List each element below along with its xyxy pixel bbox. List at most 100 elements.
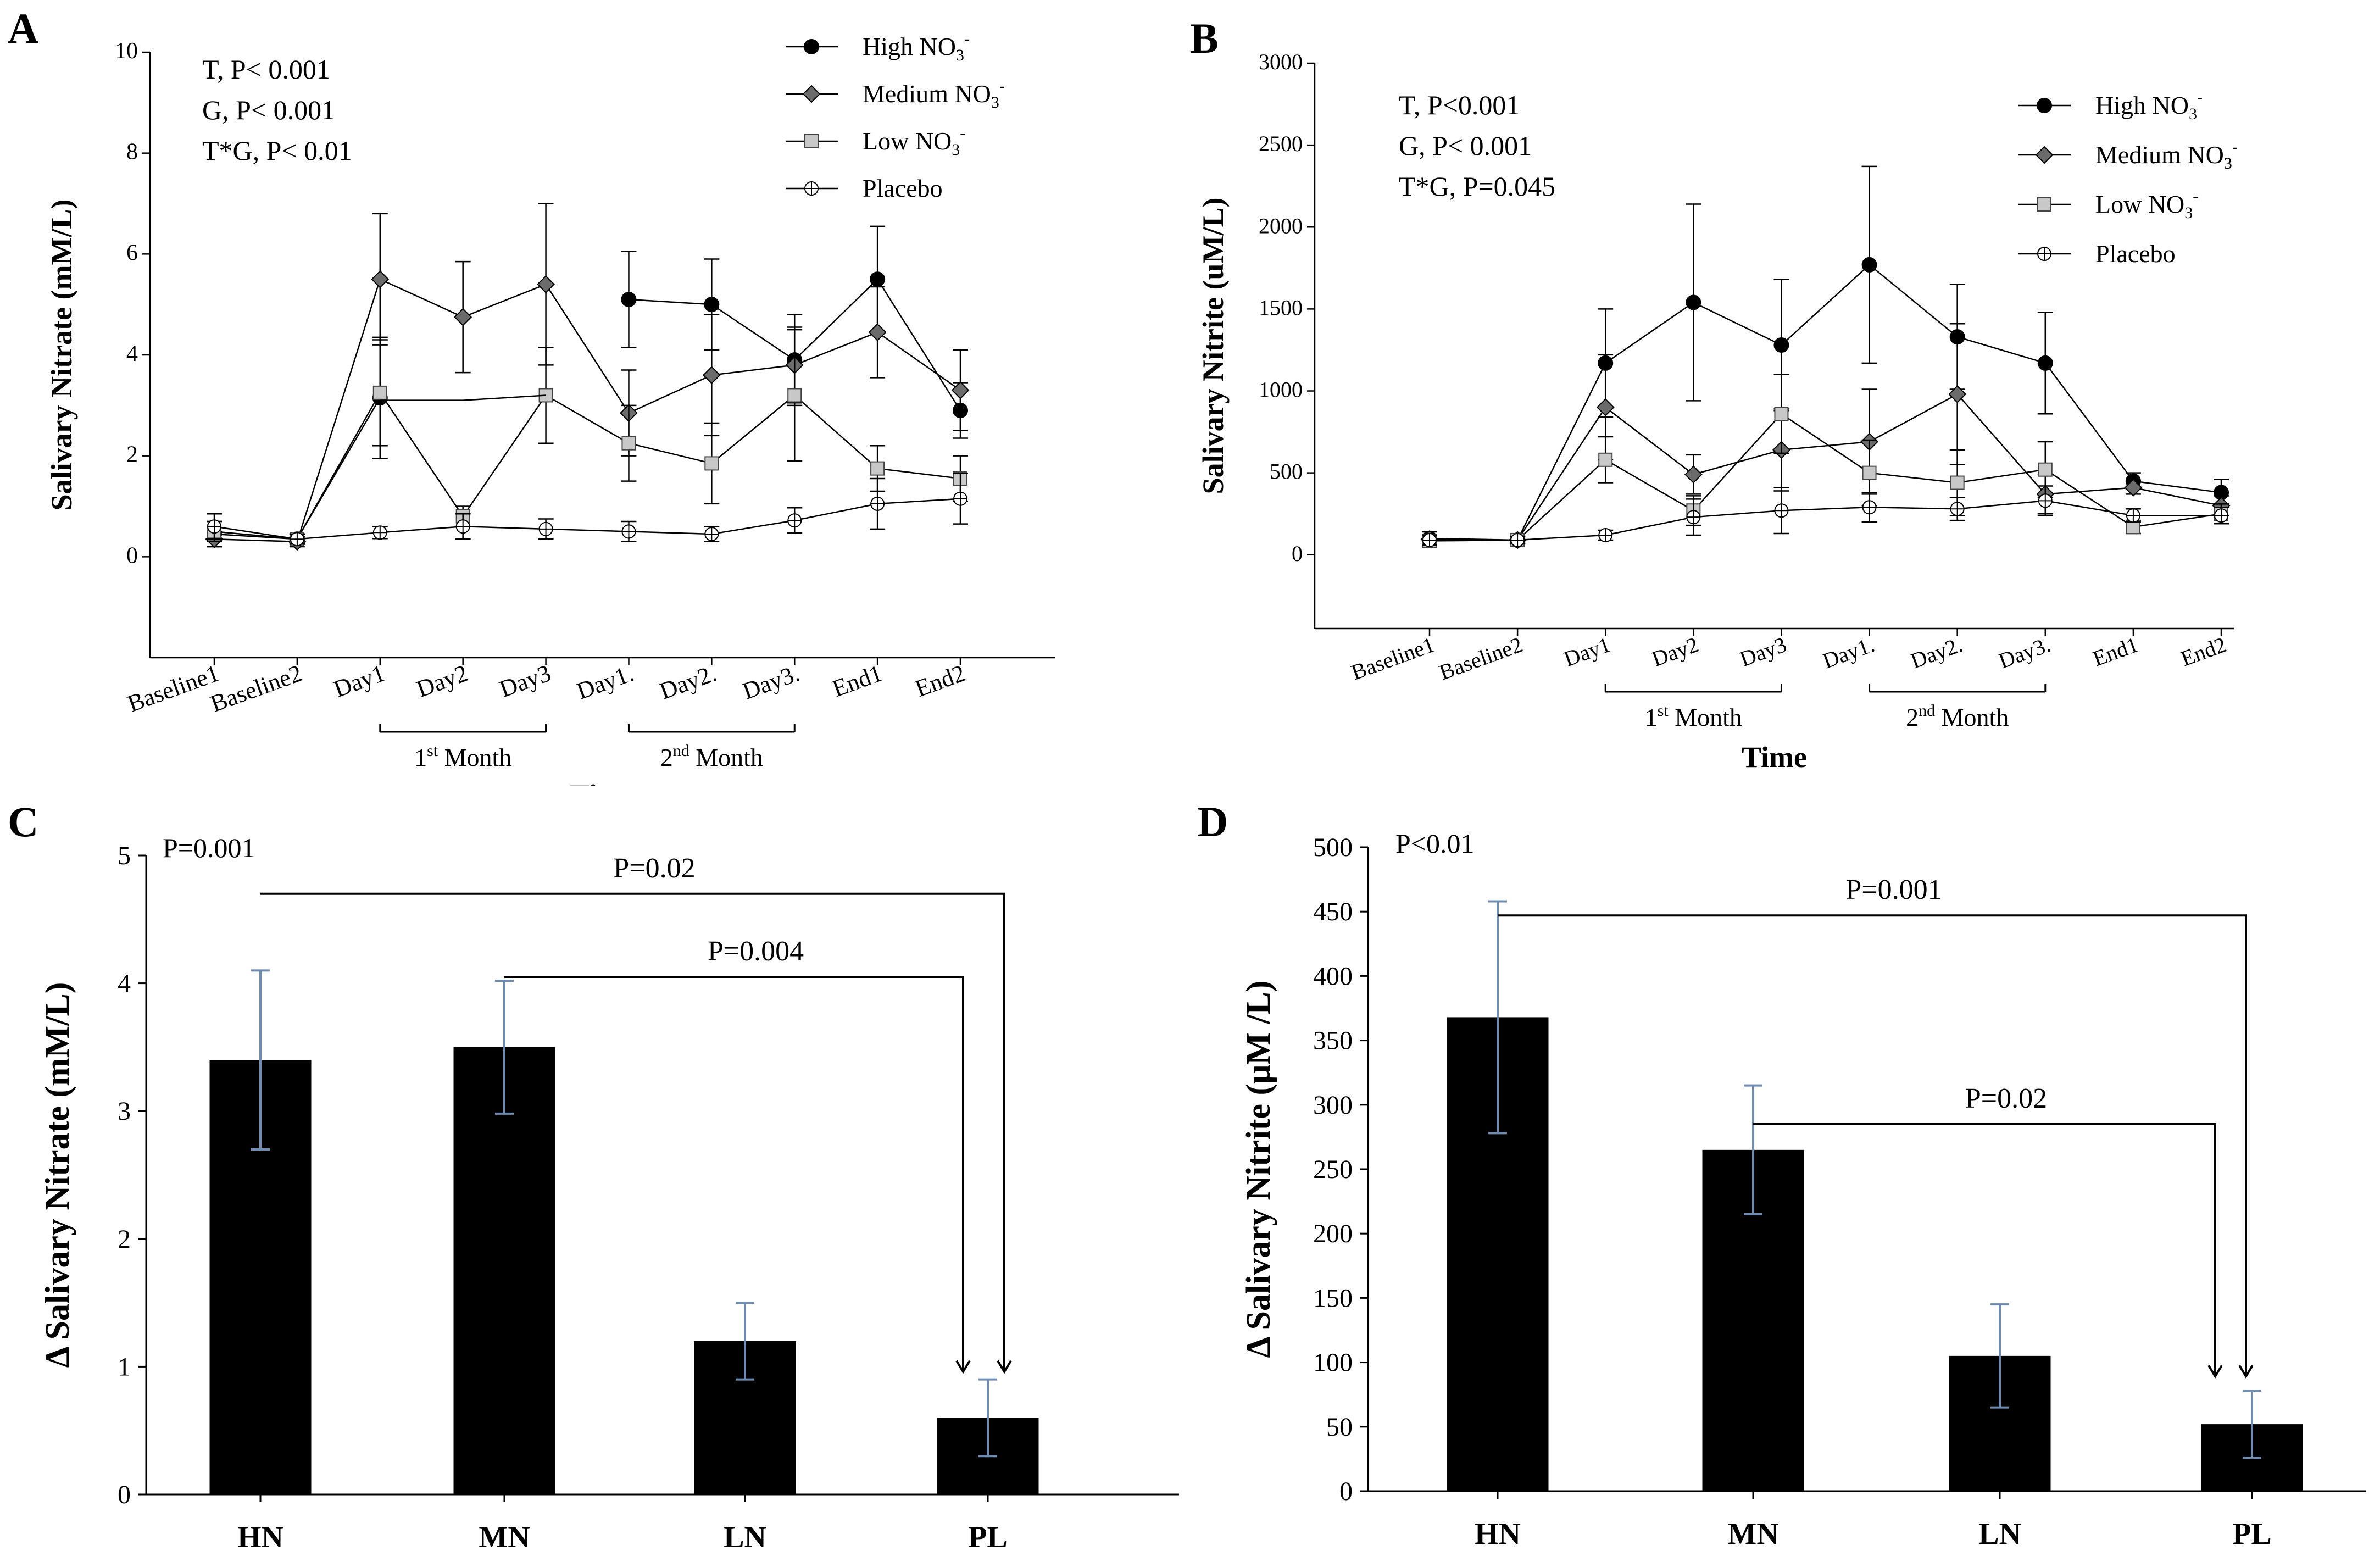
panel-b-legend-entry: High NO3- [2018,88,2203,123]
panel-b-stat-text: T*G, P=0.045 [1399,171,1555,202]
panel-b-data-point [2126,508,2140,523]
panel-b-series-low-no3 [1422,374,2229,548]
panel-b-x-tick-label: Day3. [1995,632,2054,673]
panel-d-letter: D [1197,798,1228,846]
panel-b-x-tick-label: Day3 [1737,632,1790,671]
panel-a-legend-marker [804,134,819,148]
panel-c-error-bar [978,1378,997,1458]
panel-b-series-line [1429,413,2222,542]
panel-a-series-line [214,278,961,543]
panel-c-comparison-label: P=0.02 [613,853,695,884]
panel-c-category-label: MN [479,1520,530,1554]
panel-b-stat-text: T, P<0.001 [1399,90,1520,120]
panel-a-legend-entry: Placebo [786,174,943,202]
panel-b-data-point [1686,510,1701,525]
panel-a-series-line [214,498,961,540]
panel-c-comparison-bracket [504,975,964,1372]
panel-d-comparison-label: P=0.02 [1965,1083,2047,1114]
panel-c-y-tick-label: 0 [118,1480,131,1509]
panel-a-series-placebo [207,473,968,547]
panel-c-y-tick-label: 3 [118,1097,131,1126]
panel-d-category-label: PL [2232,1517,2272,1551]
panel-a-legend-entry: Low NO3- [786,124,965,159]
panel-b-x-tick-label: Baseline2 [1436,632,1526,685]
panel-b-legend-entry: Placebo [2018,240,2176,268]
panel-b-group-bracket [1604,684,1782,693]
panel-b-x-tick-label: Day2. [1908,632,1966,673]
panel-b-data-point [1686,294,1701,310]
panel-a-x-tick-label: Day3. [739,659,803,704]
panel-d-comparison-arrow [2207,1365,2223,1379]
panel-b-series-medium-no3 [1420,323,2231,549]
panel-b-data-point [1950,475,1965,490]
panel-b-data-point [1596,398,1615,416]
panel-c-bar-mn [453,1047,555,1494]
panel-b-legend-label: Placebo [2095,240,2176,268]
panel-d-y-axis-title: Δ Salivary Nitrite (μM /L) [1240,981,1277,1358]
panel-a-series-low-no3 [207,329,968,547]
panel-a-data-point [787,513,802,528]
panel-c-category-label: HN [237,1520,283,1554]
panel-a-letter: A [8,4,38,52]
panel-d-y-tick-label: 500 [1313,833,1353,862]
panel-a-data-point [787,388,802,403]
panel-c-comparison-arrow [955,1360,971,1374]
panel-d-overall-p: P<0.01 [1395,828,1475,859]
panel-b-data-point [1598,452,1613,467]
panel-c-category-label: PL [968,1520,1008,1554]
panel-d-comparison-arrow [2238,1365,2254,1379]
panel-d-y-tick-label: 250 [1313,1155,1353,1184]
panel-b-nitrite-line-chart: B 0 500 1000 1500 2000 2500 3000 Baseline1Baseli… [1190,14,2238,774]
panel-b-data-point [2037,355,2053,371]
panel-a-stat-text: G, P< 0.001 [202,95,335,125]
panel-d-comparison-bracket [1753,1123,2216,1377]
panel-d-category-label: HN [1475,1517,1521,1551]
panel-a-legend-label: Low NO3- [863,124,965,159]
panel-b-x-axis-title: Time [1742,741,1807,774]
panel-a-data-point [455,519,470,534]
panel-b-y-tick-label: 2000 [1259,213,1303,238]
panel-b-y-tick-label: 1000 [1259,377,1303,402]
panel-a-y-tick-label: 2 [126,442,138,468]
panel-b-legend-marker [2037,98,2052,113]
panel-b-data-point [1422,532,1437,547]
panel-a-x-tick-label: Baseline2 [207,659,305,717]
panel-d-y-tick-label: 50 [1326,1413,1353,1442]
panel-c-error-bar [251,969,270,1151]
panel-b-legend-label: High NO3- [2095,88,2203,123]
panel-b-data-point [1950,502,1965,516]
panel-a-legend-label: High NO3- [863,30,970,64]
panel-b-y-tick-label: 3000 [1259,49,1303,74]
panel-b-x-tick-label: End1 [2089,632,2142,671]
panel-a-data-point [371,270,390,288]
panel-d-category-label: LN [1978,1517,2021,1551]
panel-a-data-point [870,271,886,287]
panel-a-data-point [704,297,720,313]
panel-b-data-point [1598,527,1613,542]
panel-d-error-bar [1488,900,1507,1135]
panel-d-comparison-bracket [1498,914,2247,1377]
panel-c-overall-p: P=0.001 [163,832,255,863]
panel-b-legend-marker [2035,146,2054,164]
panel-c-category-label: LN [724,1520,766,1554]
panel-b-legend-label: Low NO3- [2095,187,2198,222]
panel-a-x-tick-label: Baseline1 [124,659,223,717]
panel-b-stat-text: G, P< 0.001 [1399,130,1532,161]
panel-d-y-tick-label: 400 [1313,962,1353,991]
panel-a-data-point [951,381,970,399]
panel-a-legend-marker [804,39,819,54]
panel-b-data-point [2038,462,2053,477]
panel-a-data-point [704,456,719,471]
panel-b-series-placebo [1422,485,2229,547]
panel-b-data-point [1510,532,1525,547]
panel-b-legend-entry: Medium NO3- [2018,138,2238,173]
panel-a-y-tick-label: 10 [115,38,138,64]
panel-d-comparison-label: P=0.001 [1845,874,1942,905]
panel-b-y-axis-title: Salivary Nitrite (uM/L) [1197,198,1230,494]
panel-a-data-point [953,491,967,506]
panel-a-series-line [380,394,546,401]
panel-b-data-point [1774,503,1789,518]
panel-a-x-tick-label: Day2. [656,659,720,704]
panel-a-data-point [621,524,636,539]
panel-b-x-tick-label: Day1. [1819,632,1877,673]
